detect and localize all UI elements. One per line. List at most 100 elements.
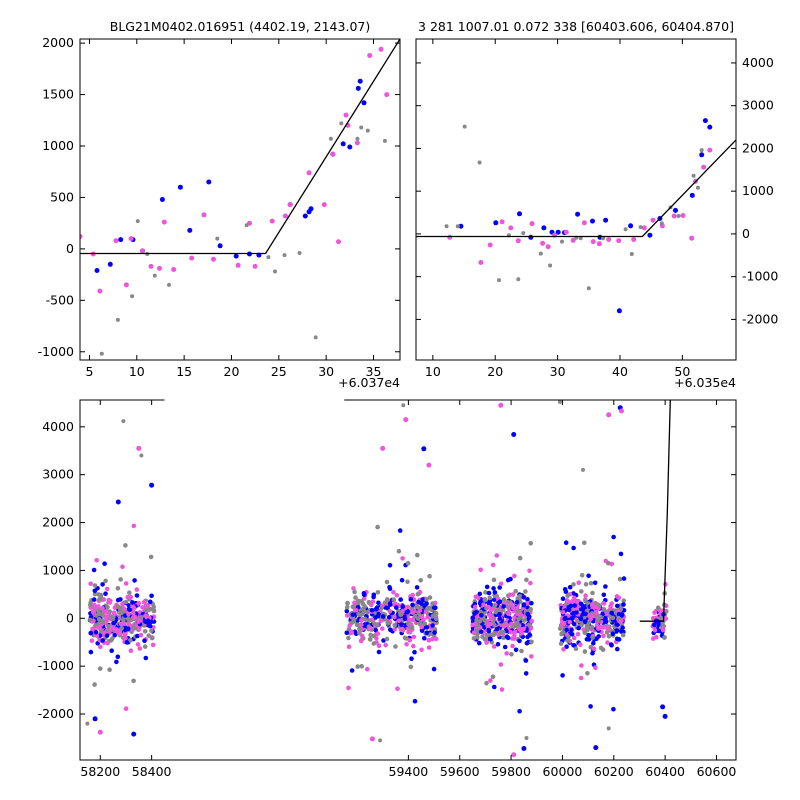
data-point — [596, 634, 601, 639]
data-point — [375, 622, 380, 627]
data-point — [494, 553, 500, 558]
data-point — [525, 601, 530, 606]
data-point — [367, 53, 373, 58]
data-point — [561, 630, 566, 635]
data-point — [345, 613, 350, 618]
data-point — [151, 604, 156, 609]
data-point — [97, 729, 103, 735]
data-point — [123, 543, 128, 548]
data-point — [578, 601, 584, 607]
data-point — [571, 545, 576, 551]
data-point — [608, 642, 614, 647]
data-point — [352, 589, 357, 595]
data-point — [90, 609, 96, 615]
data-point — [517, 211, 522, 217]
x-tick-label: 20 — [224, 364, 240, 379]
data-point — [405, 579, 410, 585]
data-point — [475, 634, 480, 640]
data-point — [91, 567, 97, 573]
data-point — [517, 708, 522, 714]
data-point — [702, 118, 708, 124]
data-point — [560, 610, 566, 615]
data-point — [96, 616, 102, 622]
data-point — [98, 644, 103, 650]
data-point — [497, 616, 503, 621]
data-point — [412, 698, 418, 704]
data-point — [282, 253, 287, 258]
plot-area — [80, 39, 400, 356]
data-point — [614, 629, 619, 634]
data-point — [578, 236, 583, 241]
data-point — [506, 611, 511, 616]
data-point — [541, 225, 547, 231]
data-point — [121, 419, 126, 424]
data-point — [426, 645, 432, 650]
data-point — [501, 604, 506, 609]
data-point — [605, 640, 610, 645]
data-point — [328, 136, 333, 141]
data-point — [650, 615, 656, 621]
data-point — [103, 591, 108, 596]
data-point — [302, 213, 308, 219]
data-point — [367, 625, 373, 631]
data-point — [400, 608, 405, 614]
data-point — [601, 236, 606, 241]
data-point — [484, 640, 489, 645]
data-point — [140, 248, 145, 254]
data-point — [557, 400, 562, 404]
data-point — [614, 622, 619, 627]
data-point — [619, 629, 624, 634]
data-point — [492, 590, 498, 595]
data-point — [561, 647, 566, 652]
x-tick-label: 40 — [612, 364, 628, 379]
data-point — [371, 592, 377, 598]
data-point — [408, 664, 414, 670]
data-point — [488, 678, 493, 683]
data-point — [100, 619, 106, 624]
data-point — [421, 617, 426, 622]
data-point — [581, 604, 587, 610]
data-point — [594, 623, 600, 628]
data-point — [473, 604, 478, 610]
data-point — [409, 625, 415, 630]
data-point — [418, 578, 424, 583]
data-point — [398, 612, 403, 618]
y-tick-label: 2000 — [42, 35, 74, 50]
data-point — [484, 584, 490, 590]
data-point — [527, 568, 532, 574]
data-point — [493, 220, 499, 226]
data-point — [563, 229, 569, 235]
data-point — [521, 626, 526, 632]
y-tick-label: 500 — [50, 189, 74, 204]
x-tick-label: 5 — [85, 364, 93, 379]
data-point — [620, 625, 625, 630]
data-point — [505, 635, 511, 641]
data-point — [499, 687, 505, 692]
data-point — [139, 453, 144, 458]
data-point — [424, 630, 430, 635]
data-point — [484, 680, 489, 686]
data-point — [509, 652, 514, 657]
data-point — [600, 624, 606, 630]
data-point — [586, 632, 591, 638]
data-point — [477, 640, 482, 646]
data-point — [528, 234, 534, 240]
data-point — [143, 613, 148, 618]
data-point — [474, 628, 480, 633]
data-point — [151, 607, 157, 613]
data-point — [400, 604, 406, 609]
data-point — [658, 608, 663, 614]
data-point — [132, 614, 138, 620]
data-point — [475, 623, 481, 628]
data-point — [404, 642, 409, 647]
data-point — [477, 160, 482, 165]
data-point — [177, 184, 183, 190]
data-point — [353, 607, 359, 613]
data-point — [131, 605, 137, 611]
data-point — [399, 626, 405, 632]
data-point — [94, 558, 99, 563]
data-point — [414, 585, 420, 590]
data-point — [511, 636, 517, 641]
data-point — [603, 217, 609, 223]
data-point — [384, 579, 390, 585]
